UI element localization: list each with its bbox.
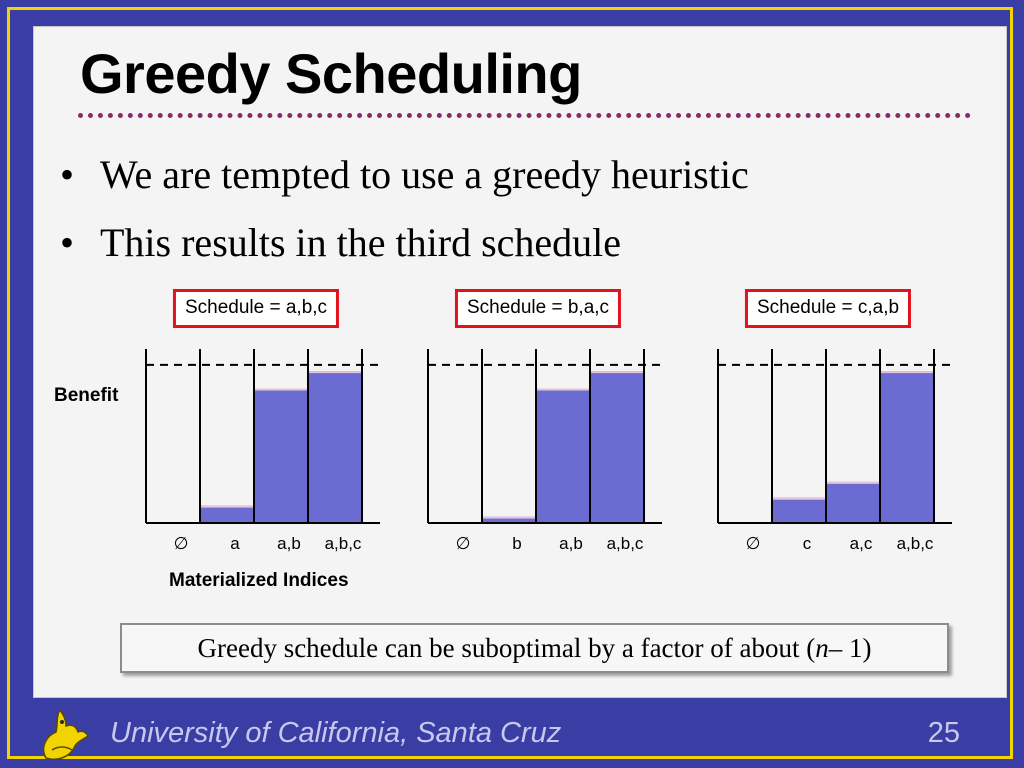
tick-label: a,b,c <box>897 534 934 553</box>
chart-title: Schedule = a,b,c <box>172 289 340 328</box>
bar <box>308 371 362 523</box>
banana-slug-icon <box>42 708 89 760</box>
bar <box>536 388 590 523</box>
callout-text: Greedy schedule can be suboptimal by a f… <box>197 632 816 663</box>
tick-label: ∅ <box>174 534 189 553</box>
callout-text-end: – 1) <box>828 632 872 663</box>
bar <box>254 388 308 523</box>
bar <box>826 481 880 523</box>
bullet-text: We are tempted to use a greedy heuristic <box>100 152 749 197</box>
bullet-dot-icon: • <box>60 152 75 197</box>
tick-label: ∅ <box>456 534 471 553</box>
chart-schedule-1: Schedule = a,b,c ∅ a a,b a,b,c <box>136 289 380 559</box>
chart-schedule-3: Schedule = c,a,b ∅ c a,c a,b,c <box>708 289 952 559</box>
chart-title: Schedule = b,a,c <box>454 289 622 328</box>
bullet-list: • We are tempted to use a greedy heuristi… <box>60 151 749 287</box>
bullet-item: • We are tempted to use a greedy heuristi… <box>60 151 749 219</box>
tick-label: a <box>230 534 240 553</box>
bar-chart: ∅ b a,b a,b,c <box>427 349 662 553</box>
bullet-item: • This results in the third schedule <box>60 219 749 287</box>
callout-box: Greedy schedule can be suboptimal by a f… <box>120 623 949 673</box>
bar <box>200 505 254 523</box>
chart-title: Schedule = c,a,b <box>744 289 912 328</box>
tick-label: b <box>512 534 521 553</box>
bar <box>590 371 644 523</box>
y-axis-label: Benefit <box>54 385 119 406</box>
tick-label: a,c <box>850 534 873 553</box>
tick-label: a,b,c <box>325 534 362 553</box>
slide-frame <box>7 7 1013 759</box>
bullet-dot-icon: • <box>60 220 75 265</box>
bar <box>880 371 934 523</box>
footer-university: University of California, Santa Cruz <box>110 717 562 749</box>
tick-label: c <box>803 534 812 553</box>
tick-label: a,b <box>559 534 583 553</box>
title-divider <box>78 113 971 118</box>
bar <box>482 516 536 523</box>
x-axis-label: Materialized Indices <box>169 570 349 591</box>
bullet-text: This results in the third schedule <box>100 220 622 265</box>
bar <box>772 497 826 523</box>
callout-variable: n <box>815 632 829 663</box>
chart-schedule-2: Schedule = b,a,c ∅ b a,b a,b,c <box>418 289 662 559</box>
tick-label: a,b,c <box>607 534 644 553</box>
tick-label: ∅ <box>746 534 761 553</box>
tick-label: a,b <box>277 534 301 553</box>
page-number: 25 <box>927 717 960 749</box>
bar-chart: ∅ a a,b a,b,c <box>145 349 380 553</box>
slide-panel: Greedy Scheduling • We are tempted to use… <box>33 26 1007 698</box>
slide-title: Greedy Scheduling <box>80 42 582 105</box>
bar-chart: ∅ c a,c a,b,c <box>717 349 952 553</box>
